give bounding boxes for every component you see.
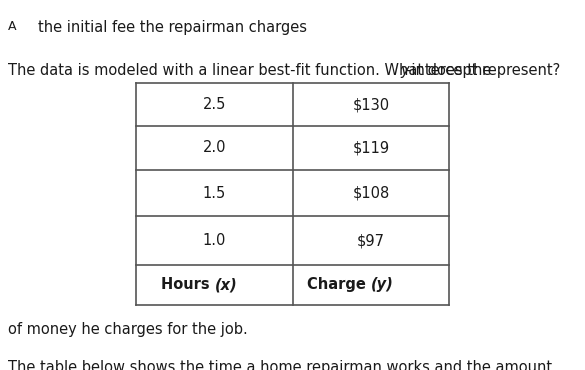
Text: $119: $119 — [352, 141, 390, 155]
Text: 1.5: 1.5 — [203, 186, 226, 201]
Text: Charge: Charge — [307, 278, 371, 292]
Text: 2.0: 2.0 — [202, 141, 226, 155]
Text: y: y — [400, 63, 409, 78]
Text: $97: $97 — [357, 233, 385, 248]
Text: 1.0: 1.0 — [203, 233, 226, 248]
Text: of money he charges for the job.: of money he charges for the job. — [8, 322, 248, 337]
Text: $130: $130 — [352, 97, 390, 112]
Text: $108: $108 — [352, 186, 390, 201]
Text: (x): (x) — [214, 278, 237, 292]
Text: The table below shows the time a home repairman works and the amount: The table below shows the time a home re… — [8, 360, 552, 370]
Text: (y): (y) — [371, 278, 394, 292]
Text: -intercept represent?: -intercept represent? — [406, 63, 560, 78]
Text: 2.5: 2.5 — [203, 97, 226, 112]
Text: The data is modeled with a linear best-fit function. What does the: The data is modeled with a linear best-f… — [8, 63, 496, 78]
Text: Hours: Hours — [161, 278, 214, 292]
Text: A: A — [8, 20, 17, 33]
Text: the initial fee the repairman charges: the initial fee the repairman charges — [38, 20, 307, 36]
